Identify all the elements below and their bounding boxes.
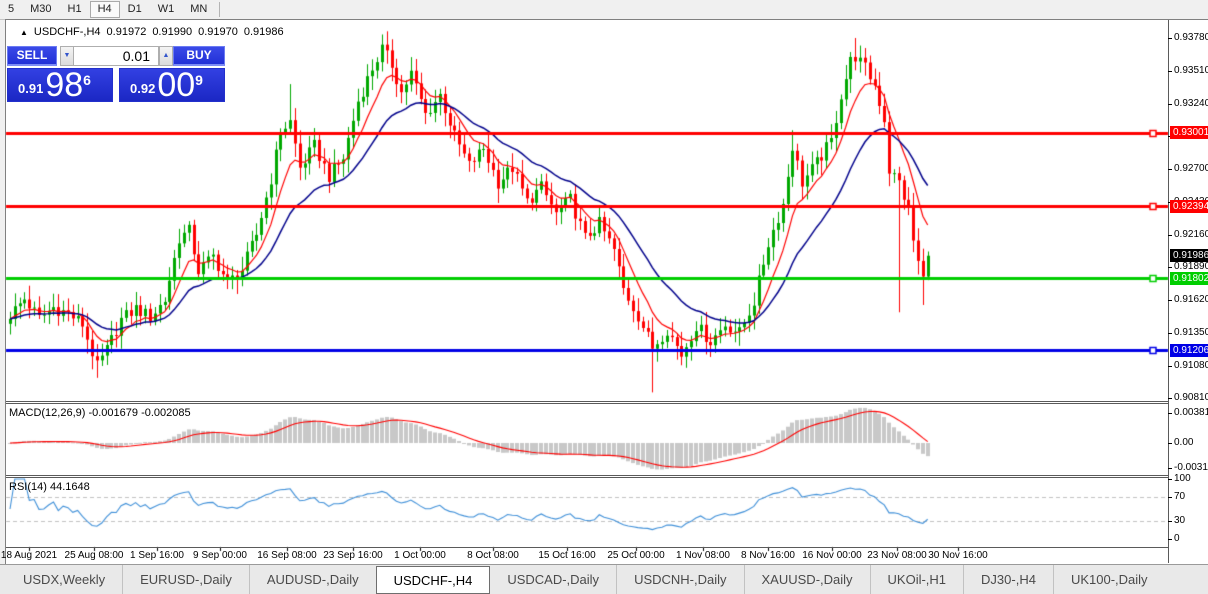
tab-eurusd-daily[interactable]: EURUSD-,Daily (122, 565, 249, 594)
rsi-axis-tick: 30 (1174, 515, 1186, 526)
y-axis-tick-mark (1168, 300, 1172, 301)
y-axis-tick-mark (1168, 333, 1172, 334)
ohlc-high: 0.91990 (152, 26, 193, 38)
ohlc-close: 0.91986 (243, 26, 284, 38)
x-axis-label: 8 Oct 08:00 (467, 550, 519, 561)
tab-usdx-weekly[interactable]: USDX,Weekly (23, 572, 106, 587)
price-level-flag: 0.92394 (1170, 200, 1208, 213)
chart-tab-bar: USDX,Weekly EURUSD-,Daily AUDUSD-,Daily USD… (0, 564, 1208, 594)
x-axis-label: 25 Oct 00:00 (607, 550, 665, 561)
bid-price-flag: 0.91986 (1170, 249, 1208, 262)
y-axis-tick: 0.93240 (1174, 98, 1208, 109)
x-axis-label: 1 Oct 00:00 (394, 550, 446, 561)
y-axis-tick-mark (1168, 71, 1172, 72)
macd-tick-mark (1168, 468, 1172, 469)
rsi-tick-mark (1168, 497, 1172, 498)
x-axis-label: 23 Sep 16:00 (323, 550, 383, 561)
volume-input[interactable] (73, 46, 159, 66)
tab-usdcnh-daily[interactable]: USDCNH-,Daily (616, 565, 743, 594)
y-axis-tick-mark (1168, 267, 1172, 268)
volume-increase-icon[interactable]: ▲ (159, 46, 173, 66)
buy-price-prefix: 0.92 (130, 81, 156, 96)
x-axis-label: 1 Nov 08:00 (676, 550, 730, 561)
rsi-axis-tick: 70 (1174, 491, 1186, 502)
ohlc-low: 0.91970 (198, 26, 238, 38)
buy-price-display[interactable]: 0.92 00 9 (119, 68, 225, 102)
y-axis-tick: 0.90810 (1174, 392, 1208, 403)
x-axis-label: 9 Sep 00:00 (193, 550, 247, 561)
chart-header: ▲ USDCHF-,H4 0.91972 0.91990 0.91970 0.9… (20, 26, 284, 38)
y-axis-tick-mark (1168, 104, 1172, 105)
macd-axis-tick: 0.00 (1174, 437, 1194, 448)
y-axis-tick: 0.91890 (1174, 261, 1208, 272)
one-click-trading-panel: SELL ▼ ▲ BUY 0.91 98 6 0.92 00 9 (7, 46, 225, 102)
y-axis-tick: 0.91350 (1174, 327, 1208, 338)
macd-tick-mark (1168, 413, 1172, 414)
y-axis-tick: 0.91080 (1174, 360, 1208, 371)
sell-price-display[interactable]: 0.91 98 6 (7, 68, 113, 102)
x-axis-label: 1 Sep 16:00 (130, 550, 184, 561)
x-axis-label: 23 Nov 08:00 (867, 550, 927, 561)
macd-rsi-divider[interactable] (6, 475, 1168, 476)
rsi-tick-mark (1168, 479, 1172, 480)
price-level-flag: 0.91802 (1170, 272, 1208, 285)
y-axis-tick-mark (1168, 38, 1172, 39)
x-axis-label: 18 Aug 2021 (0, 550, 58, 561)
sell-price-prefix: 0.91 (18, 81, 44, 96)
sell-price-big: 98 (45, 66, 84, 104)
x-axis-label: 16 Sep 08:00 (257, 550, 317, 561)
y-axis-tick-mark (1168, 398, 1172, 399)
macd-label: MACD(12,26,9) -0.001679 -0.002085 (9, 407, 191, 419)
y-axis-tick: 0.91620 (1174, 294, 1208, 305)
rsi-tick-mark (1168, 521, 1172, 522)
price-axis-border (1168, 20, 1169, 563)
rsi-label: RSI(14) 44.1648 (9, 481, 90, 493)
buy-price-pip: 9 (195, 72, 203, 88)
y-axis-tick-mark (1168, 169, 1172, 170)
volume-decrease-icon[interactable]: ▼ (60, 46, 74, 66)
tab-dj30-h4[interactable]: DJ30-,H4 (963, 565, 1053, 594)
sell-price-pip: 6 (83, 72, 91, 88)
y-axis-tick: 0.93510 (1174, 65, 1208, 76)
tab-usdchf-h4[interactable]: USDCHF-,H4 (375, 566, 491, 594)
one-click-panel-collapse-icon[interactable]: ▲ (20, 27, 28, 37)
trade-panel-top-row: SELL ▼ ▲ BUY (7, 46, 225, 66)
symbol-title: USDCHF-,H4 (33, 26, 101, 38)
y-axis-tick: 0.93780 (1174, 32, 1208, 43)
macd-axis-tick: -0.003115 (1174, 462, 1208, 473)
macd-rsi-divider-2 (6, 477, 1168, 478)
rsi-tick-mark (1168, 539, 1172, 540)
y-axis-tick: 0.92160 (1174, 229, 1208, 240)
x-axis-label: 16 Nov 00:00 (802, 550, 862, 561)
x-axis-label: 25 Aug 08:00 (64, 550, 124, 561)
y-axis-tick-mark (1168, 235, 1172, 236)
rsi-xaxis-divider (6, 547, 1168, 548)
buy-price-big: 00 (157, 66, 196, 104)
tab-usdcad-daily[interactable]: USDCAD-,Daily (507, 572, 600, 587)
price-level-flag: 0.93001 (1170, 126, 1208, 139)
x-axis-label: 15 Oct 16:00 (538, 550, 596, 561)
macd-axis-tick: 0.003811 (1174, 407, 1208, 418)
tab-ukoil-h1[interactable]: UKOil-,H1 (869, 565, 964, 594)
rsi-axis-tick: 100 (1174, 473, 1191, 484)
price-level-flag: 0.91206 (1170, 344, 1208, 357)
y-axis-tick-mark (1168, 366, 1172, 367)
main-macd-divider[interactable] (6, 401, 1168, 402)
rsi-axis-tick: 0 (1174, 533, 1180, 544)
y-axis-tick: 0.92700 (1174, 163, 1208, 174)
x-axis-label: 8 Nov 16:00 (741, 550, 795, 561)
x-axis-label: 30 Nov 16:00 (928, 550, 988, 561)
tab-uk100-daily[interactable]: UK100-,Daily (1052, 565, 1165, 594)
buy-button[interactable]: BUY (173, 46, 225, 66)
tab-audusd-daily[interactable]: AUDUSD-,Daily (248, 565, 376, 594)
ohlc-open: 0.91972 (106, 26, 147, 38)
sell-button[interactable]: SELL (7, 46, 57, 66)
macd-tick-mark (1168, 443, 1172, 444)
main-macd-divider-2 (6, 403, 1168, 404)
tab-xauusd-daily[interactable]: XAUUSD-,Daily (743, 565, 870, 594)
